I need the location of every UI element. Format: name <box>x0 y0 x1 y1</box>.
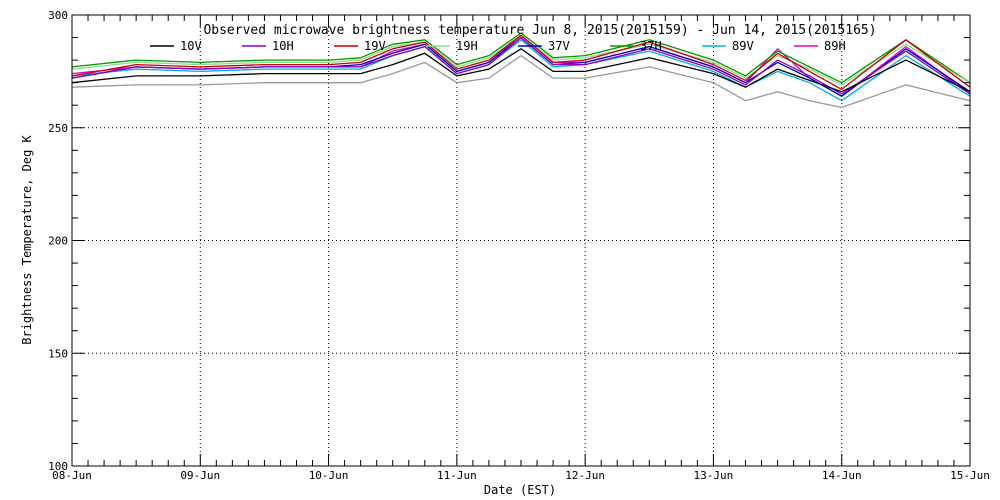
x-tick-label: 08-Jun <box>52 469 92 482</box>
x-tick-label: 12-Jun <box>565 469 605 482</box>
x-tick-label: 13-Jun <box>694 469 734 482</box>
legend-label-10v: 10V <box>180 39 202 53</box>
axis-ticks: 100 150 200 250 300 08-Jun 09-Jun 10-Jun 11-Jun 1… <box>48 9 990 482</box>
x-tick-label: 10-Jun <box>309 469 349 482</box>
y-tick-label: 250 <box>48 122 68 135</box>
series-lines <box>71 32 971 109</box>
legend-label-10h: 10H <box>272 39 294 53</box>
y-axis-title: Brightness Temperature, Deg K <box>20 134 34 344</box>
legend-label-37v: 37V <box>548 39 570 53</box>
legend: 10V 10H 19V 19H 37V 37H 89V 89H <box>150 39 846 53</box>
series-line-37h <box>71 32 971 84</box>
series-line-unlabeled <box>71 54 971 109</box>
series-line-10v <box>71 48 971 93</box>
x-axis-title: Date (EST) <box>484 483 556 497</box>
y-tick-label: 100 <box>48 460 68 473</box>
x-tick-label: 09-Jun <box>180 469 220 482</box>
legend-label-19v: 19V <box>364 39 386 53</box>
series-line-10h <box>71 36 971 95</box>
y-tick-label: 200 <box>48 235 68 248</box>
series-line-89v <box>71 39 971 102</box>
legend-label-19h: 19H <box>456 39 478 53</box>
y-tick-label: 300 <box>48 9 68 22</box>
legend-label-37h: 37H <box>640 39 662 53</box>
x-tick-label: 14-Jun <box>822 469 862 482</box>
legend-label-89h: 89H <box>824 39 846 53</box>
y-tick-label: 150 <box>48 347 68 360</box>
chart-title: Observed microwave brightness temperatur… <box>203 23 876 38</box>
x-tick-label: 15-Jun <box>950 469 990 482</box>
legend-label-89v: 89V <box>732 39 754 53</box>
series-line-19v <box>71 34 971 91</box>
grid-lines <box>72 15 970 466</box>
x-tick-label: 11-Jun <box>437 469 477 482</box>
